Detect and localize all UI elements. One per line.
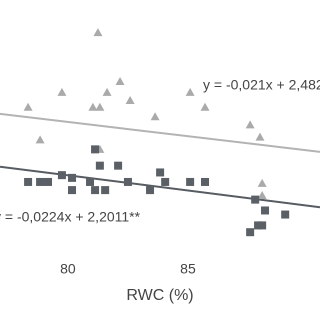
point — [24, 177, 33, 186]
point — [36, 177, 45, 186]
point — [254, 221, 263, 230]
point — [68, 186, 77, 195]
point — [101, 186, 110, 195]
point — [95, 102, 105, 111]
point — [91, 186, 100, 195]
point — [245, 120, 255, 129]
annotation: y = -0,0224x + 2,2011** — [0, 209, 141, 225]
point — [281, 210, 290, 219]
point — [146, 186, 155, 195]
point — [156, 168, 165, 177]
point — [246, 228, 255, 237]
trend-line — [0, 112, 320, 153]
point — [257, 191, 267, 200]
point — [91, 145, 100, 154]
point — [57, 171, 66, 180]
point — [255, 132, 265, 141]
point — [161, 177, 170, 186]
point — [115, 76, 125, 85]
point — [261, 206, 270, 215]
point — [57, 87, 67, 96]
x-tick-label: 85 — [180, 261, 196, 277]
point — [68, 173, 77, 182]
point — [95, 161, 104, 170]
trend-line — [0, 165, 320, 209]
point — [200, 102, 210, 111]
point — [123, 177, 132, 186]
point — [86, 177, 95, 186]
annotation: y = -0,021x + 2,482 — [203, 77, 320, 93]
point — [125, 95, 135, 104]
point — [44, 177, 53, 186]
point — [23, 102, 33, 111]
point — [185, 87, 195, 96]
point — [93, 28, 103, 37]
point — [102, 87, 112, 96]
point — [186, 177, 195, 186]
point — [150, 112, 160, 121]
point — [201, 177, 210, 186]
point — [88, 102, 98, 111]
point — [257, 178, 267, 187]
point — [251, 195, 260, 204]
x-tick-label: 80 — [60, 261, 76, 277]
x-axis-label: RWC (%) — [126, 287, 193, 304]
point — [35, 135, 45, 144]
point — [258, 221, 267, 230]
point — [114, 161, 123, 170]
